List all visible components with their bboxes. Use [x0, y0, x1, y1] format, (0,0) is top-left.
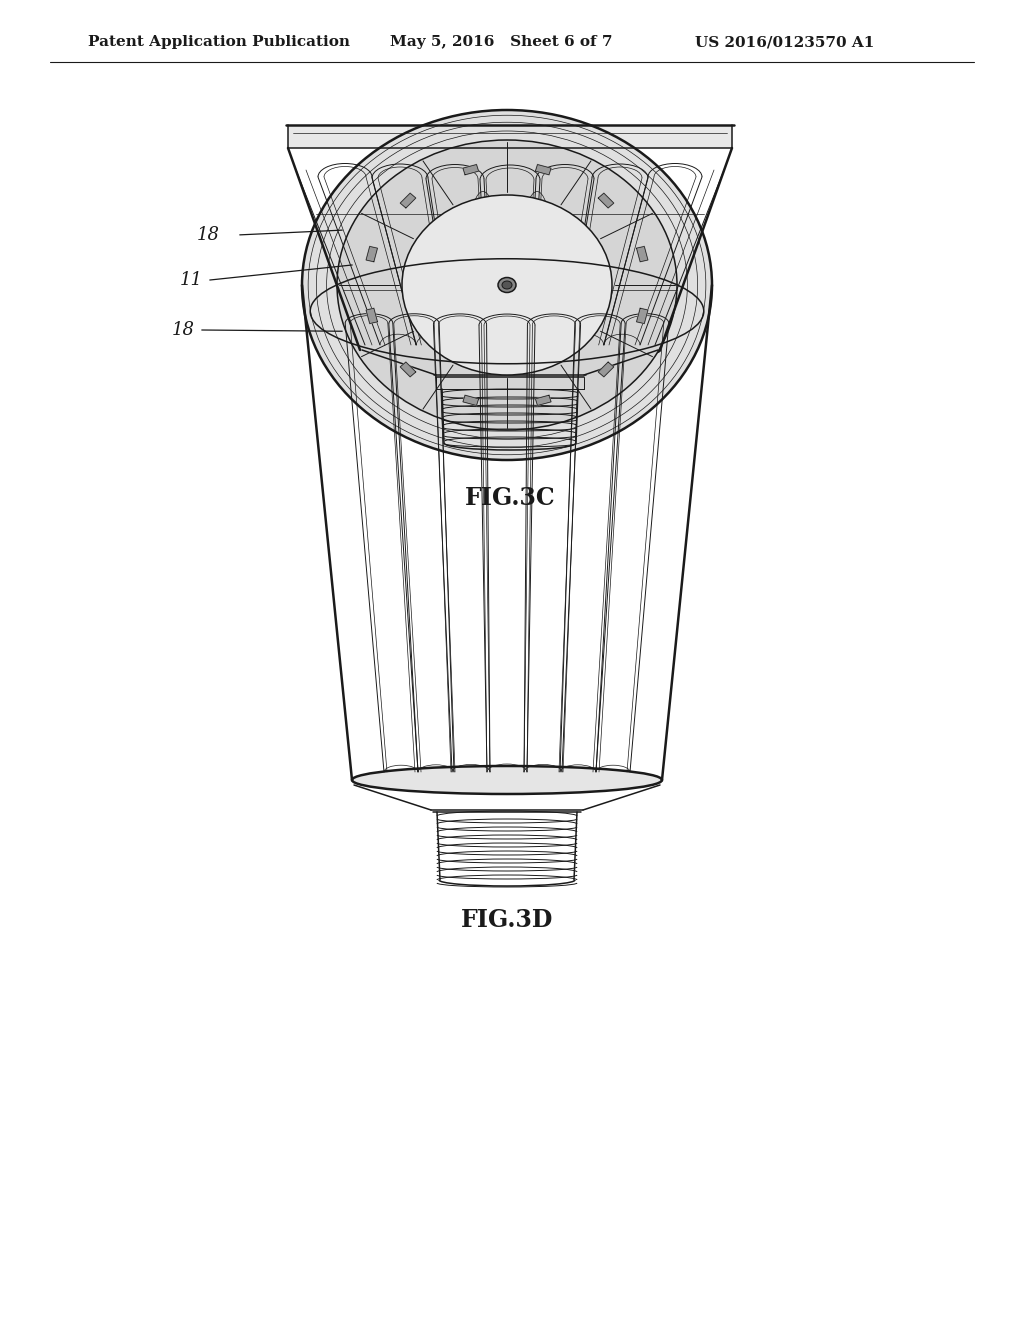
- Polygon shape: [367, 247, 378, 261]
- Text: May 5, 2016   Sheet 6 of 7: May 5, 2016 Sheet 6 of 7: [390, 36, 612, 49]
- Text: FIG.3C: FIG.3C: [465, 486, 555, 510]
- Ellipse shape: [502, 281, 512, 289]
- Polygon shape: [637, 247, 648, 261]
- Text: US 2016/0123570 A1: US 2016/0123570 A1: [695, 36, 874, 49]
- Text: 11: 11: [180, 271, 203, 289]
- Polygon shape: [598, 362, 613, 376]
- Polygon shape: [536, 395, 551, 405]
- Polygon shape: [637, 309, 648, 323]
- Text: 18: 18: [197, 226, 220, 244]
- Polygon shape: [536, 165, 551, 174]
- Text: 18: 18: [172, 321, 195, 339]
- Bar: [288, 125, 732, 148]
- Ellipse shape: [402, 195, 612, 375]
- Polygon shape: [463, 165, 478, 174]
- Polygon shape: [367, 309, 378, 323]
- Ellipse shape: [352, 766, 662, 795]
- Text: Patent Application Publication: Patent Application Publication: [88, 36, 350, 49]
- Ellipse shape: [467, 183, 499, 268]
- Ellipse shape: [498, 277, 516, 293]
- Ellipse shape: [337, 140, 677, 430]
- Ellipse shape: [360, 339, 660, 360]
- Polygon shape: [400, 362, 416, 376]
- Ellipse shape: [521, 183, 553, 268]
- Polygon shape: [598, 193, 613, 209]
- Ellipse shape: [302, 110, 712, 459]
- Polygon shape: [463, 395, 478, 405]
- Polygon shape: [400, 193, 416, 209]
- Text: FIG.3D: FIG.3D: [461, 908, 553, 932]
